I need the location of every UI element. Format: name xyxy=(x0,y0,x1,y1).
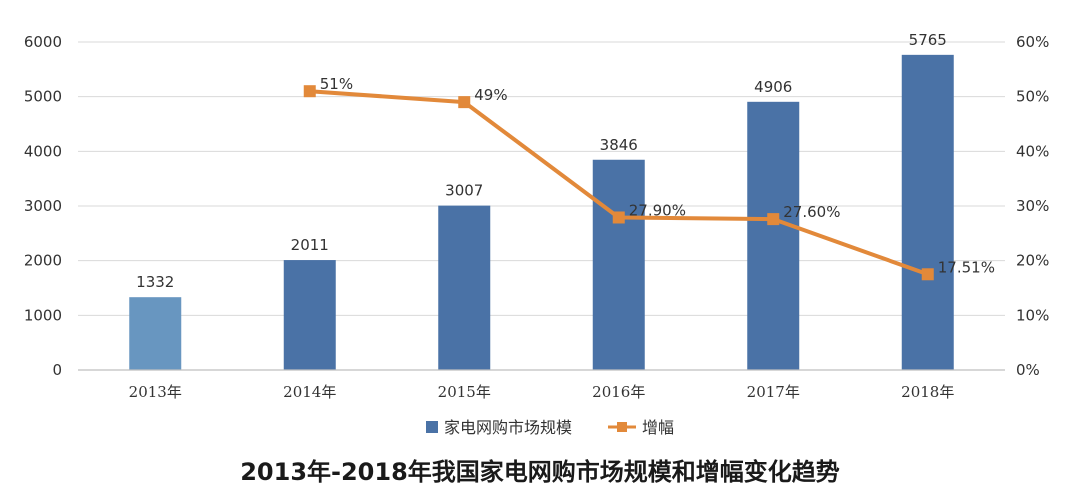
line-marker xyxy=(767,213,780,226)
y-right-tick-label: 60% xyxy=(1016,33,1049,51)
y-left-tick-label: 3000 xyxy=(24,197,62,215)
chart-title: 2013年-2018年我国家电网购市场规模和增幅变化趋势 xyxy=(240,458,840,486)
x-tick-label: 2016年 xyxy=(592,383,645,401)
bar-value-label: 1332 xyxy=(136,273,174,291)
y-right-tick-label: 20% xyxy=(1016,252,1049,270)
line-value-label: 49% xyxy=(474,86,507,104)
line-marker xyxy=(921,268,934,281)
bar xyxy=(283,260,336,370)
legend-line-marker xyxy=(617,422,627,432)
bar-value-label: 2011 xyxy=(291,236,329,254)
x-tick-label: 2018年 xyxy=(901,383,954,401)
legend-line-label: 增幅 xyxy=(642,418,674,437)
grid-lines xyxy=(78,41,1005,316)
bar-value-label: 3846 xyxy=(600,136,638,154)
x-tick-label: 2013年 xyxy=(129,383,182,401)
bar xyxy=(747,101,800,371)
bar-value-label: 3007 xyxy=(445,182,483,200)
axes: 0 1000 2000 3000 4000 5000 6000 0% 10% 20% 30% 40% 5… xyxy=(24,33,1050,401)
x-tick-label: 2015年 xyxy=(438,383,491,401)
y-left-tick-label: 2000 xyxy=(24,252,62,270)
bar xyxy=(129,297,182,370)
bar xyxy=(592,159,645,370)
line-series xyxy=(303,85,934,281)
y-left-tick-label: 4000 xyxy=(24,142,62,160)
y-left-tick-label: 5000 xyxy=(24,88,62,106)
bar-value-label: 4906 xyxy=(754,78,792,96)
legend: 家电网购市场规模 增幅 xyxy=(426,418,674,437)
bar-value-label: 5765 xyxy=(909,31,947,49)
y-right-tick-label: 30% xyxy=(1016,197,1049,215)
line-marker xyxy=(303,85,316,98)
bar-series xyxy=(129,54,954,371)
line-value-label: 17.51% xyxy=(938,258,995,276)
y-left-tick-label: 1000 xyxy=(24,306,62,324)
line-marker xyxy=(612,211,625,224)
line-value-label: 27.60% xyxy=(783,203,840,221)
x-tick-label: 2017年 xyxy=(747,383,800,401)
x-tick-label: 2014年 xyxy=(283,383,336,401)
y-right-tick-label: 40% xyxy=(1016,142,1049,160)
y-left-tick-label: 0 xyxy=(52,361,62,379)
line-value-label: 27.90% xyxy=(629,201,686,219)
y-left-tick-label: 6000 xyxy=(24,33,62,51)
bar xyxy=(901,54,954,370)
y-right-tick-label: 50% xyxy=(1016,88,1049,106)
y-right-tick-label: 0% xyxy=(1016,361,1040,379)
line-marker xyxy=(458,96,471,109)
legend-bar-swatch xyxy=(426,421,438,433)
legend-bar-label: 家电网购市场规模 xyxy=(444,418,572,437)
line-value-label: 51% xyxy=(320,75,353,93)
y-right-tick-label: 10% xyxy=(1016,306,1049,324)
bar xyxy=(438,205,491,370)
data-labels: 1332 2011 3007 3846 4906 5765 51% 49% 27.90% 27.6… xyxy=(136,31,995,291)
